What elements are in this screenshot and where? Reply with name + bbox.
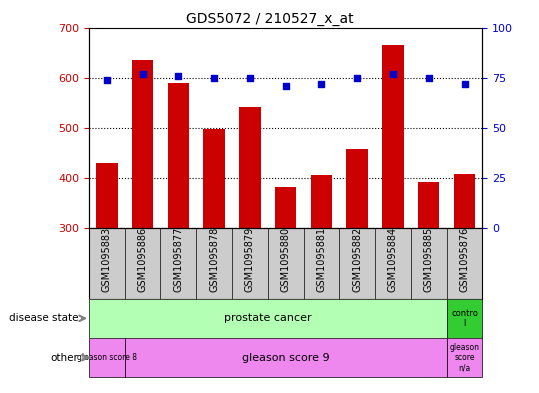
- Point: [281, 83, 290, 89]
- Point: [174, 72, 183, 79]
- Bar: [96, 163, 118, 228]
- Bar: [125, 338, 447, 377]
- Point: [139, 70, 147, 77]
- Bar: [447, 338, 482, 377]
- Point: [460, 81, 469, 87]
- Bar: [418, 182, 439, 228]
- Bar: [275, 187, 296, 228]
- Text: disease state: disease state: [9, 313, 78, 323]
- Text: other: other: [50, 353, 78, 363]
- Point: [102, 77, 111, 83]
- Point: [210, 75, 218, 81]
- Bar: [347, 149, 368, 228]
- Text: gleason score 9: gleason score 9: [242, 353, 329, 363]
- Point: [317, 81, 326, 87]
- Bar: [310, 175, 332, 228]
- Text: gleason score 8: gleason score 8: [77, 353, 137, 362]
- Text: prostate cancer: prostate cancer: [224, 313, 312, 323]
- Point: [353, 75, 362, 81]
- Text: contro
l: contro l: [451, 309, 478, 328]
- Bar: [132, 60, 153, 228]
- Bar: [447, 299, 482, 338]
- Bar: [203, 129, 225, 228]
- Point: [389, 70, 397, 77]
- Bar: [168, 83, 189, 228]
- Text: GDS5072 / 210527_x_at: GDS5072 / 210527_x_at: [186, 12, 353, 26]
- Bar: [89, 338, 125, 377]
- Bar: [382, 45, 404, 228]
- Bar: [239, 107, 261, 228]
- Text: gleason
score
n/a: gleason score n/a: [450, 343, 480, 373]
- Point: [246, 75, 254, 81]
- Bar: [454, 174, 475, 228]
- Point: [424, 75, 433, 81]
